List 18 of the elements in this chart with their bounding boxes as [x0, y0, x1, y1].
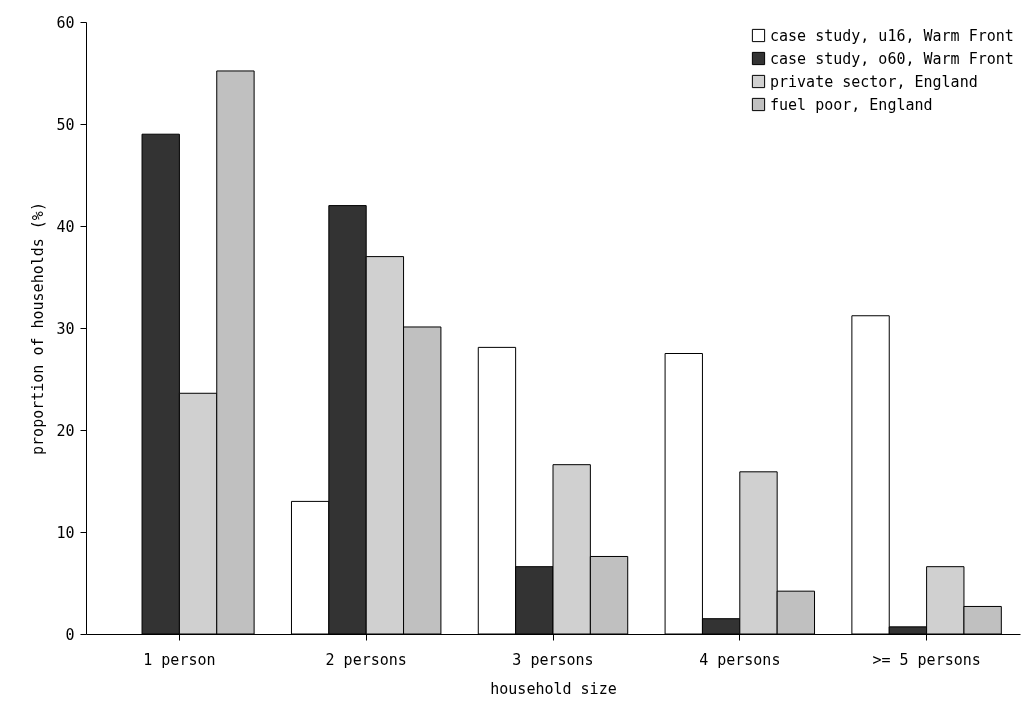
y-axis-title: proportion of households (%) [29, 202, 48, 455]
y-tick-label: 10 [56, 523, 75, 542]
x-tick-label: 4 persons [699, 650, 781, 669]
legend-label: case study, u16, Warm Front [770, 26, 1014, 45]
y-tick-label: 60 [56, 13, 75, 32]
x-tick-label: 3 persons [512, 650, 594, 669]
x-tick-label: 1 person [143, 650, 216, 669]
y-tick-label: 40 [56, 217, 75, 236]
legend-label: private sector, England [770, 72, 978, 91]
legend-label: fuel poor, England [770, 95, 933, 114]
y-tick-label: 50 [56, 115, 75, 134]
y-tick-label: 0 [65, 625, 75, 644]
x-tick-label: >= 5 persons [872, 650, 981, 669]
x-tick-label: 2 persons [325, 650, 407, 669]
x-axis-title: household size [490, 679, 617, 698]
y-tick-label: 20 [56, 421, 75, 440]
y-tick-label: 30 [56, 319, 75, 338]
legend-label: case study, o60, Warm Front [770, 49, 1014, 68]
